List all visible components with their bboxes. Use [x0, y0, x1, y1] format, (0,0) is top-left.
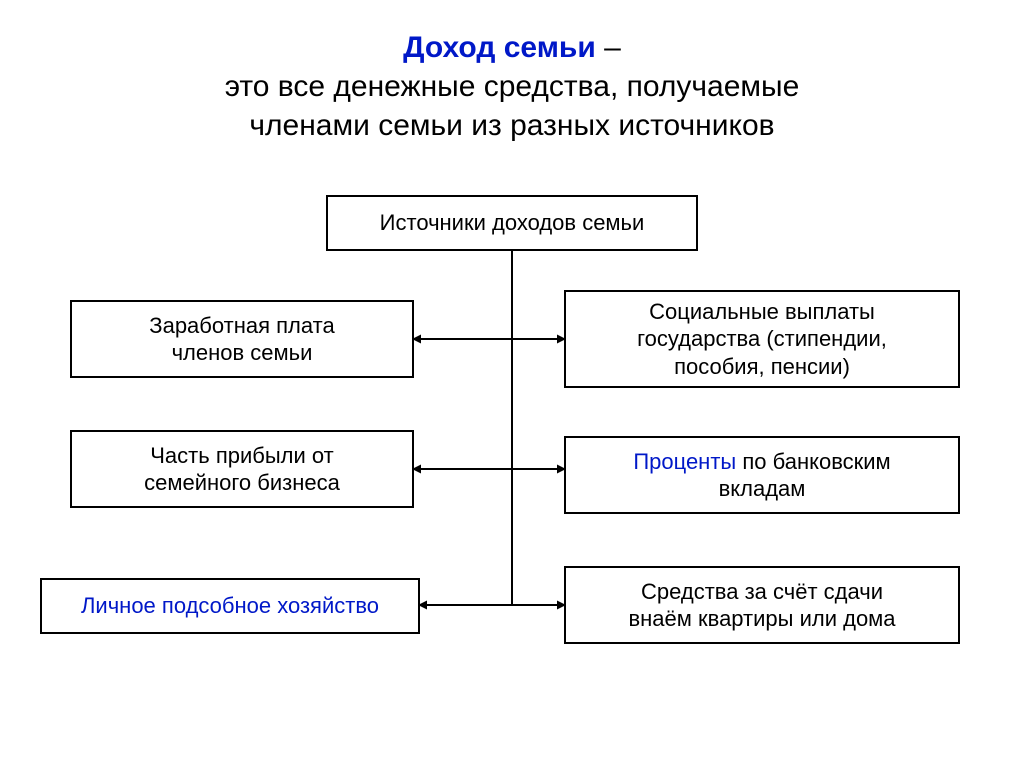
node-business-line2: семейного бизнеса: [144, 469, 340, 497]
node-salary: Заработная плата членов семьи: [70, 300, 414, 378]
node-rental-line1: Средства за счёт сдачи: [641, 578, 883, 606]
node-social-line1: Социальные выплаты: [649, 298, 875, 326]
node-rental-income: Средства за счёт сдачи внаём квартиры ил…: [564, 566, 960, 644]
title-main: Доход семьи: [403, 31, 596, 64]
node-bank-interest: Проценты по банковским вкладам: [564, 436, 960, 514]
title-line1: это все денежные средства, получаемые: [225, 70, 800, 103]
node-salary-line1: Заработная плата: [149, 312, 334, 340]
node-rental-line2: внаём квартиры или дома: [628, 605, 895, 633]
node-interest-rest: по банковским: [736, 449, 890, 474]
title-line2: членами семьи из разных источников: [249, 109, 774, 142]
page-title: Доход семьи – это все денежные средства,…: [0, 28, 1024, 145]
title-dash: –: [596, 31, 621, 64]
node-root-text: Источники доходов семьи: [380, 209, 645, 237]
node-social-line3: пособия, пенсии): [674, 353, 850, 381]
node-business-profit: Часть прибыли от семейного бизнеса: [70, 430, 414, 508]
node-social-payments: Социальные выплаты государства (стипенди…: [564, 290, 960, 388]
node-interest-line1: Проценты по банковским: [633, 448, 890, 476]
node-household: Личное подсобное хозяйство: [40, 578, 420, 634]
node-interest-line2: вкладам: [719, 475, 806, 503]
node-social-line2: государства (стипендии,: [637, 325, 887, 353]
node-root-sources: Источники доходов семьи: [326, 195, 698, 251]
node-household-line1: Личное подсобное хозяйство: [81, 592, 379, 620]
node-business-line1: Часть прибыли от: [150, 442, 333, 470]
node-interest-accent: Проценты: [633, 449, 736, 474]
node-salary-line2: членов семьи: [172, 339, 313, 367]
